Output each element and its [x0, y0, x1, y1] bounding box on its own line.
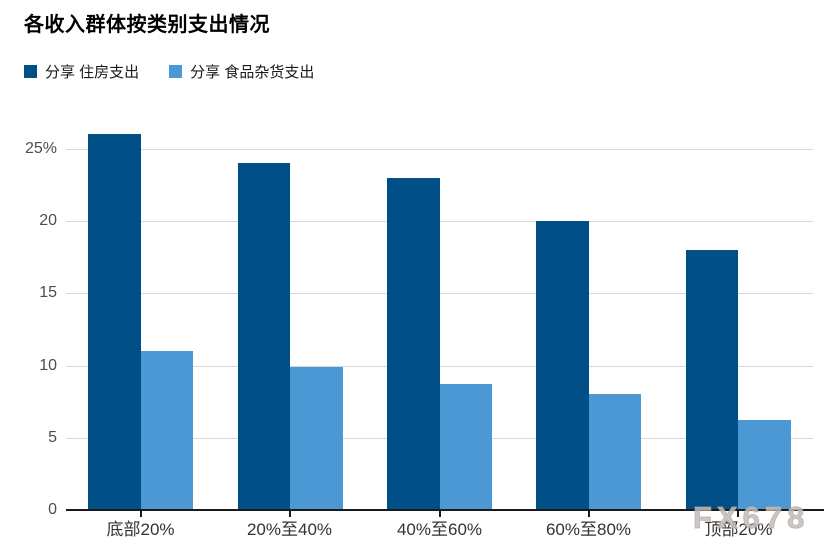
bar-housing-3 [387, 178, 440, 510]
gridline-25 [66, 149, 813, 150]
bar-housing-4 [536, 221, 589, 510]
xtick-mark-3 [439, 511, 441, 517]
ytick-label-15: 15 [39, 284, 57, 301]
legend-label-housing: 分享 住房支出 [45, 64, 140, 81]
ytick-label-25: 25% [24, 140, 57, 157]
bar-grocery-2 [290, 367, 343, 510]
xtick-mark-1 [140, 511, 142, 517]
xtick-mark-5 [737, 511, 739, 517]
bar-grocery-5 [738, 420, 791, 510]
bar-housing-1 [88, 134, 141, 510]
legend-label-grocery: 分享 食品杂货支出 [190, 64, 315, 81]
ytick-label-5: 5 [48, 429, 57, 446]
ytick-label-20: 20 [39, 212, 57, 229]
chart-title: 各收入群体按类别支出情况 [24, 14, 270, 36]
legend: 分享 住房支出 分享 食品杂货支出 [24, 61, 314, 82]
ytick-label-0: 0 [48, 501, 57, 518]
xtick-mark-2 [289, 511, 291, 517]
gridline-10 [66, 366, 813, 367]
legend-swatch-housing [24, 65, 37, 78]
legend-item-housing: 分享 住房支出 [24, 61, 139, 82]
watermark: FX678 [692, 500, 810, 536]
bar-housing-5 [685, 250, 739, 510]
xtick-label-4: 60%至80% [545, 520, 632, 539]
x-axis-line [66, 509, 824, 511]
gridline-15 [66, 293, 813, 294]
bar-housing-2 [237, 163, 291, 510]
xtick-label-3: 40%至60% [396, 520, 483, 539]
xtick-label-2: 20%至40% [246, 520, 333, 539]
bar-grocery-1 [140, 351, 194, 510]
bar-grocery-3 [439, 384, 492, 510]
legend-swatch-grocery [169, 65, 183, 78]
ytick-label-10: 10 [39, 357, 57, 374]
xtick-label-5: 顶部20% [704, 520, 773, 539]
xtick-label-1: 底部20% [106, 520, 175, 539]
gridline-20 [66, 221, 813, 222]
bar-grocery-4 [588, 394, 642, 510]
xtick-mark-4 [588, 511, 590, 517]
legend-item-grocery: 分享 食品杂货支出 [169, 61, 314, 82]
